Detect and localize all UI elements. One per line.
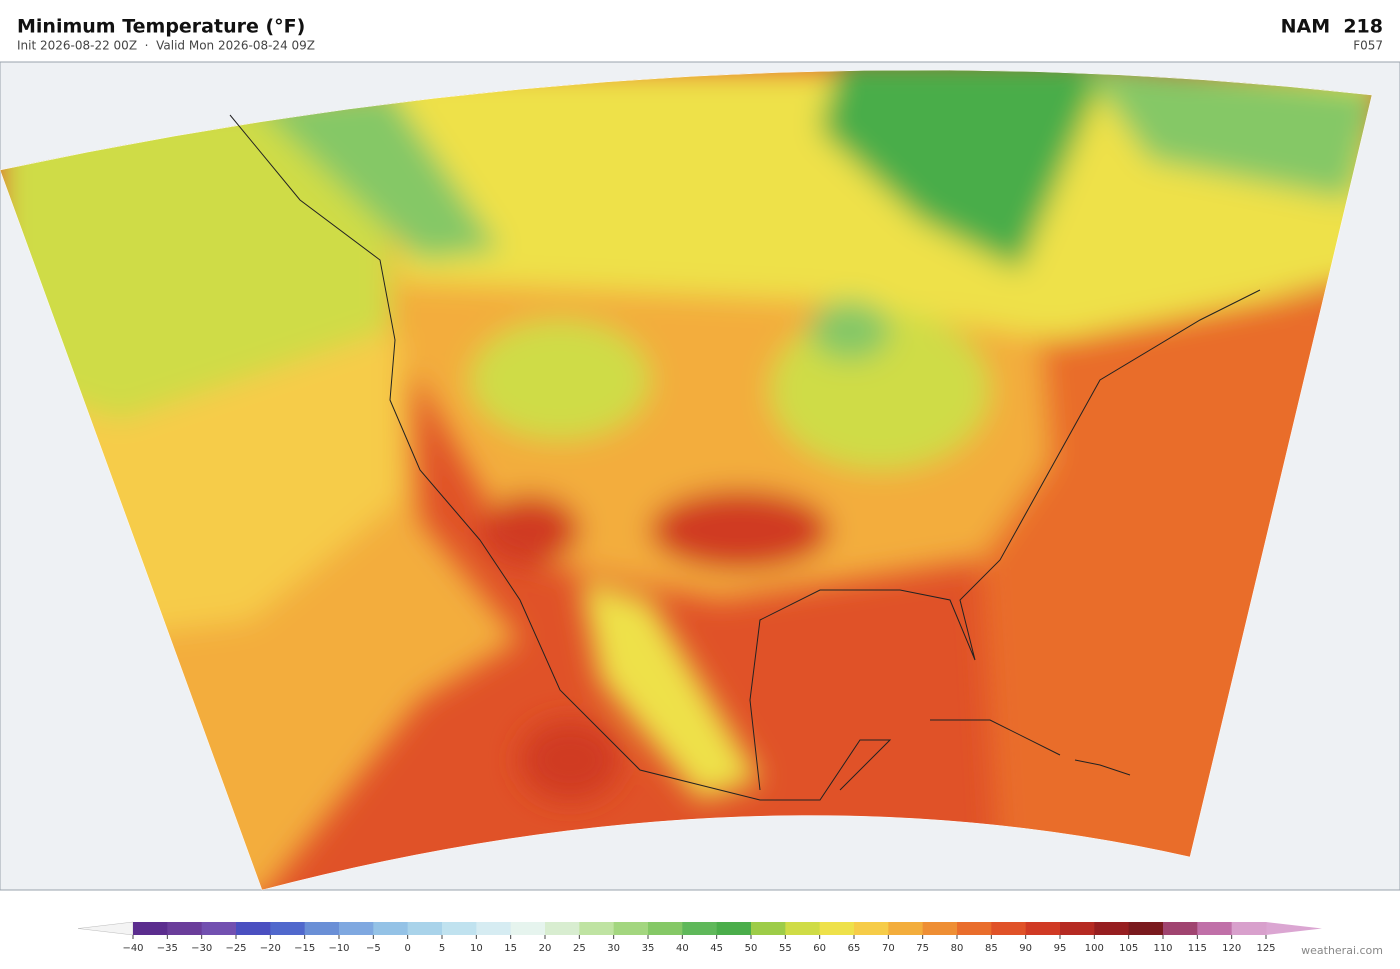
colorbar-swatch — [1128, 922, 1164, 935]
colorbar-tick-label: 75 — [916, 943, 929, 954]
domain-outline — [0, 69, 1373, 891]
colorbar-tick-label: 105 — [1119, 943, 1138, 954]
subtitle: Init 2026-08-22 00Z · Valid Mon 2026-08-… — [17, 39, 315, 53]
colorbar-tick-label: 85 — [985, 943, 998, 954]
colorbar-tick-label: −35 — [157, 943, 178, 954]
colorbar-swatch — [304, 922, 340, 935]
colorbar-swatch — [751, 922, 786, 935]
colorbar-swatch — [1025, 922, 1061, 935]
colorbar-swatch — [819, 922, 855, 935]
colorbar-tick-label: 25 — [573, 943, 586, 954]
colorbar-tick-label: −10 — [328, 943, 349, 954]
colorbar-swatch — [888, 922, 924, 935]
colorbar-under — [77, 921, 134, 936]
colorbar-swatch — [442, 922, 477, 935]
colorbar-tick-label: 35 — [642, 943, 655, 954]
colorbar-tick-label: 45 — [710, 943, 723, 954]
colorbar-swatch — [1197, 922, 1233, 935]
colorbar-tick-label: 120 — [1222, 943, 1241, 954]
colorbar-swatch — [682, 922, 718, 935]
colorbar-swatch — [201, 922, 237, 935]
colorbar-swatch — [476, 922, 512, 935]
colorbar-tick-label: 125 — [1256, 943, 1275, 954]
colorbar-tick-label: −25 — [225, 943, 246, 954]
colorbar-tick-label: 110 — [1153, 943, 1172, 954]
colorbar-tick-label: 95 — [1054, 943, 1067, 954]
colorbar-tick-label: 80 — [951, 943, 964, 954]
colorbar-tick-label: 40 — [676, 943, 689, 954]
colorbar-tick-label: 100 — [1085, 943, 1104, 954]
colorbar-swatch — [133, 922, 168, 935]
colorbar-swatch — [579, 922, 615, 935]
colorbar-tick-label: 70 — [882, 943, 895, 954]
colorbar-swatch — [648, 922, 683, 935]
colorbar-swatch — [236, 922, 271, 935]
colorbar-swatch — [854, 922, 889, 935]
credit: weatherai.com — [1301, 944, 1383, 957]
colorbar-tick-label: 10 — [470, 943, 483, 954]
colorbar-tick-label: 90 — [1019, 943, 1032, 954]
colorbar-tick-label: −5 — [366, 943, 381, 954]
colorbar-swatch — [545, 922, 580, 935]
colorbar-swatch — [510, 922, 546, 935]
colorbar-over — [1266, 922, 1322, 935]
colorbar-tick-label: 20 — [539, 943, 552, 954]
colorbar-swatch — [1060, 922, 1095, 935]
colorbar-tick-label: −30 — [191, 943, 212, 954]
colorbar-swatch — [270, 922, 306, 935]
colorbar-swatch — [613, 922, 649, 935]
colorbar-swatch — [716, 922, 752, 935]
colorbar-swatch — [1094, 922, 1130, 935]
colorbar-tick-label: −15 — [294, 943, 315, 954]
coastlines — [229, 114, 1261, 801]
forecast-hour: F057 — [1353, 39, 1383, 53]
colorbar-tick-label: 30 — [607, 943, 620, 954]
model-name: NAM 218 — [1281, 16, 1383, 38]
colorbar-tick-label: 5 — [439, 943, 445, 954]
colorbar-swatch — [1231, 922, 1267, 935]
colorbar-tick-label: 50 — [745, 943, 758, 954]
colorbar-tick-label: 115 — [1188, 943, 1207, 954]
colorbar-tick-label: 0 — [404, 943, 410, 954]
colorbar-tick-label: 65 — [848, 943, 861, 954]
colorbar: −40 −35 −30 −25 −20 −15 −10 −5 0 5 10 15 20 25 30 35 40 4… — [77, 921, 1322, 954]
colorbar-tick-label: −40 — [122, 943, 143, 954]
title: Minimum Temperature (°F) — [17, 16, 305, 38]
colorbar-tick-label: 15 — [504, 943, 517, 954]
colorbar-swatch — [957, 922, 992, 935]
colorbar-swatch — [407, 922, 443, 935]
colorbar-swatch — [373, 922, 409, 935]
colorbar-tick-label: −20 — [260, 943, 281, 954]
colorbar-swatch — [785, 922, 821, 935]
colorbar-tick-label: 60 — [813, 943, 826, 954]
colorbar-swatch — [167, 922, 203, 935]
colorbar-tick-label: 55 — [779, 943, 792, 954]
colorbar-swatch — [1163, 922, 1198, 935]
colorbar-swatch — [991, 922, 1027, 935]
colorbar-swatch — [922, 922, 958, 935]
colorbar-swatch — [339, 922, 374, 935]
